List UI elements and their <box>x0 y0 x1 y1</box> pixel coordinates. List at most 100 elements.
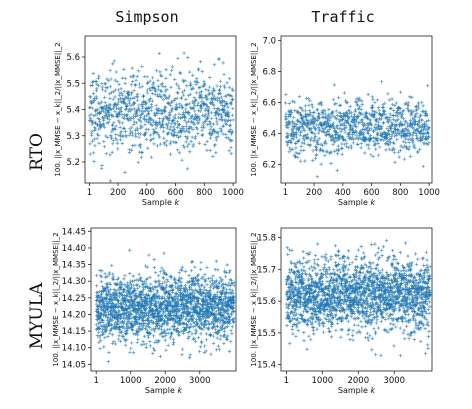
data-point <box>161 84 165 89</box>
data-point <box>191 73 195 77</box>
data-point <box>130 107 134 112</box>
data-point <box>231 305 235 310</box>
data-point <box>306 119 310 123</box>
data-point <box>209 133 213 137</box>
data-point <box>111 62 115 66</box>
data-point <box>319 120 323 125</box>
data-point <box>189 139 193 144</box>
data-point <box>105 77 109 81</box>
data-point <box>201 124 206 128</box>
data-point <box>232 280 236 285</box>
data-point <box>194 317 199 322</box>
data-point <box>312 294 316 299</box>
data-point <box>193 134 198 139</box>
data-point <box>416 122 420 126</box>
data-point <box>358 104 362 109</box>
data-point <box>101 122 106 126</box>
data-point <box>166 327 170 332</box>
data-point <box>179 284 184 288</box>
data-point <box>362 122 367 126</box>
data-point <box>145 276 149 281</box>
data-point <box>196 121 200 125</box>
data-point <box>337 305 341 310</box>
data-point <box>189 324 193 328</box>
data-point <box>140 301 144 305</box>
data-point <box>342 91 347 95</box>
data-point <box>336 253 341 258</box>
data-point <box>328 330 332 334</box>
data-point <box>149 155 154 159</box>
data-point <box>161 125 166 130</box>
data-point <box>187 356 192 360</box>
data-point <box>180 316 184 321</box>
data-point <box>171 342 175 346</box>
data-point <box>169 131 173 136</box>
data-point <box>153 326 158 331</box>
data-point <box>128 126 132 131</box>
data-point <box>349 144 353 148</box>
data-point <box>348 337 352 342</box>
data-point <box>229 102 234 106</box>
data-point <box>412 117 417 122</box>
data-point <box>202 126 206 130</box>
data-point <box>408 145 412 149</box>
data-point <box>185 167 190 171</box>
data-point <box>145 265 149 269</box>
data-point <box>339 319 343 324</box>
data-point <box>292 310 297 314</box>
data-point <box>405 146 409 150</box>
data-point <box>311 268 315 273</box>
y-tick-label: 14.20 <box>62 310 86 320</box>
data-point <box>346 268 350 272</box>
data-point <box>118 339 123 344</box>
data-point <box>291 304 296 308</box>
data-point <box>131 323 136 328</box>
data-point <box>130 90 134 95</box>
data-point <box>298 131 302 135</box>
data-point <box>106 359 110 364</box>
data-point <box>208 75 212 80</box>
data-point <box>290 248 294 253</box>
data-point <box>162 136 166 140</box>
data-point <box>344 302 349 307</box>
data-point <box>345 279 350 284</box>
data-point <box>215 336 219 340</box>
data-point <box>190 314 194 318</box>
data-point <box>150 105 154 109</box>
data-point <box>198 85 202 89</box>
data-point <box>288 285 293 289</box>
data-point <box>183 130 187 134</box>
data-point <box>320 322 324 326</box>
data-point <box>289 148 293 152</box>
data-point <box>307 334 311 338</box>
data-point <box>385 126 389 131</box>
data-point <box>318 268 322 272</box>
data-point <box>423 131 427 136</box>
data-point <box>225 311 230 316</box>
data-point <box>114 320 118 324</box>
data-point <box>122 116 127 121</box>
y-tick-label: 14.05 <box>62 360 86 370</box>
data-point <box>94 108 98 112</box>
data-point <box>371 105 375 110</box>
data-point <box>181 144 185 148</box>
data-point <box>208 280 212 284</box>
data-point <box>172 127 177 131</box>
data-point <box>335 321 340 326</box>
data-point <box>154 301 159 305</box>
data-point <box>227 314 232 319</box>
data-point <box>99 305 104 310</box>
data-point <box>151 91 155 96</box>
data-point <box>195 114 199 118</box>
data-point <box>187 130 191 134</box>
data-point <box>327 317 331 322</box>
data-point <box>407 110 411 114</box>
data-point <box>111 142 115 146</box>
data-point <box>150 76 155 80</box>
data-point <box>180 106 185 110</box>
data-point <box>165 124 170 128</box>
data-point <box>340 152 344 156</box>
data-point <box>227 77 232 81</box>
data-point <box>335 283 339 287</box>
data-point <box>156 78 160 83</box>
